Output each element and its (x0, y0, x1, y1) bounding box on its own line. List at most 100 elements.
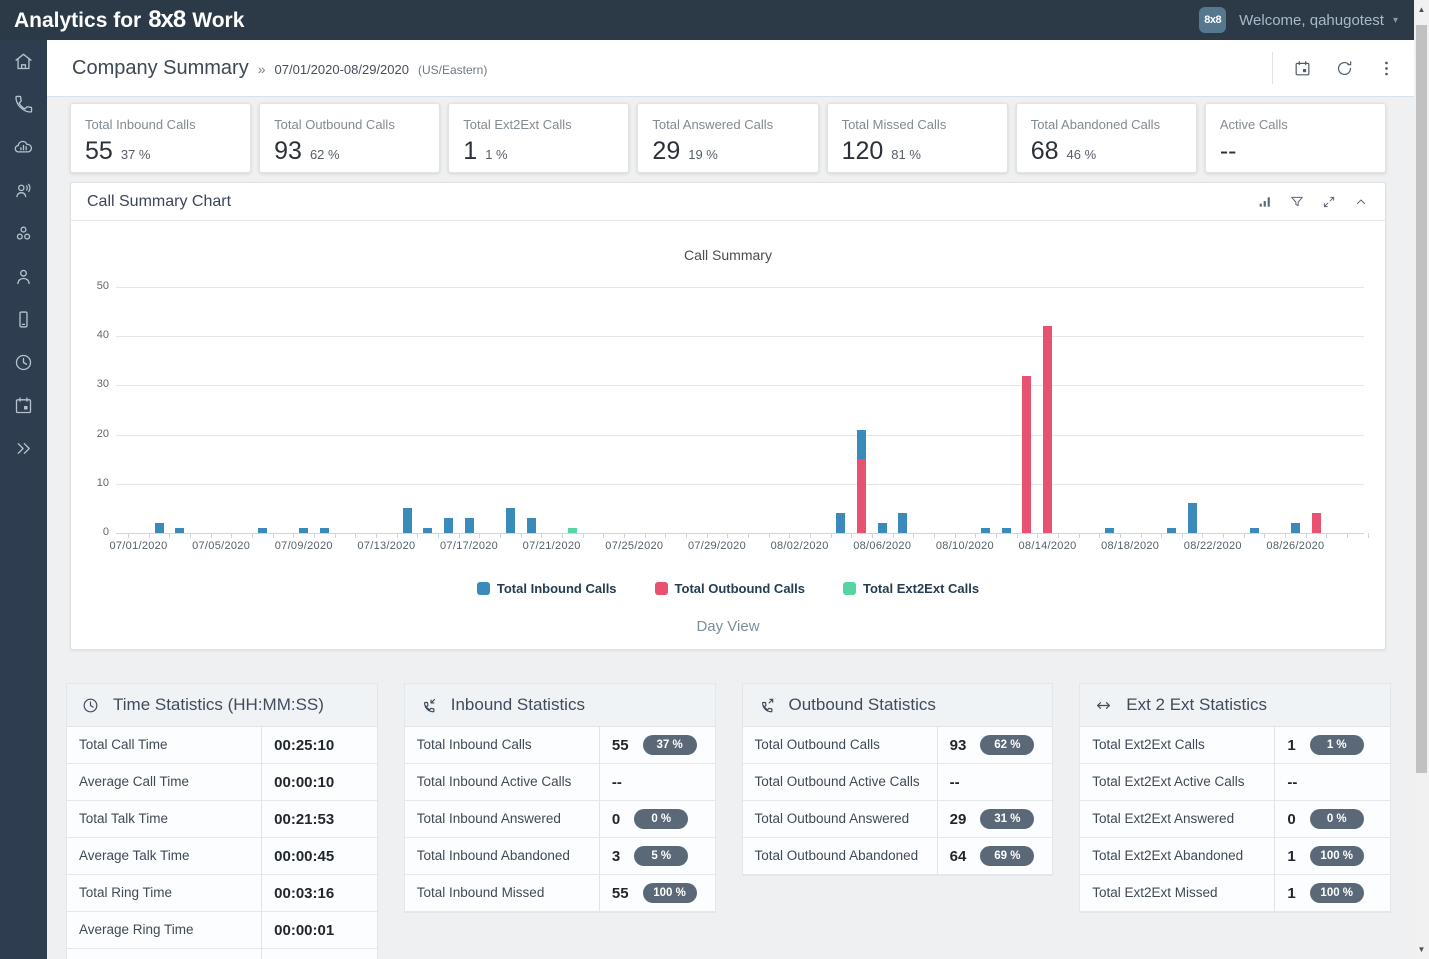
refresh-icon[interactable] (1335, 59, 1354, 78)
stat-value-number: 0 (611, 810, 621, 828)
time-icon (81, 696, 100, 715)
sidebar-item-calendar[interactable] (0, 384, 47, 427)
stat-row-label: Average Call Time (67, 764, 263, 800)
date-range-label[interactable]: 07/01/2020-08/29/2020 (274, 61, 409, 77)
stat-row-total-ext2ext-answered: Total Ext2Ext Answered 0 0 % (1080, 801, 1390, 838)
sidebar-item-clock[interactable] (0, 341, 47, 384)
bar-total-inbound-calls-07-14-2020[interactable] (402, 508, 412, 533)
bar-total-inbound-calls-07-17-2020[interactable] (464, 518, 474, 533)
bar-total-inbound-calls-08-21-2020[interactable] (1187, 503, 1197, 533)
x-axis-tick (1181, 533, 1183, 538)
stat-panel-title: Outbound Statistics (788, 695, 936, 714)
bar-total-inbound-calls-07-03-2020[interactable] (175, 528, 185, 533)
stat-row-value: 00:03:16 (262, 875, 377, 911)
x-axis-tick (1057, 533, 1059, 538)
legend-item-total-inbound-calls[interactable]: Total Inbound Calls (476, 581, 617, 596)
stat-row-label: Total Ring Time (67, 875, 263, 911)
x-axis-tick (747, 533, 749, 538)
bar-total-outbound-calls-08-14-2020[interactable] (1043, 326, 1053, 533)
x-axis-tick (1037, 533, 1039, 538)
bar-total-inbound-calls-08-06-2020[interactable] (877, 523, 887, 533)
bar-total-inbound-calls-07-15-2020[interactable] (423, 528, 433, 533)
x-axis-tick (520, 533, 522, 538)
sidebar-item-expand-sidebar[interactable] (0, 427, 47, 470)
bar-total-inbound-calls-07-07-2020[interactable] (257, 528, 267, 533)
x-axis-tick (252, 533, 254, 538)
stat-row-label: Total Outbound Calls (743, 727, 938, 763)
scrollbar-thumb[interactable] (1416, 25, 1427, 773)
stat-value-number: 29 (949, 810, 967, 828)
bar-total-inbound-calls-08-17-2020[interactable] (1105, 528, 1115, 533)
stat-row-label: Total Ext2Ext Active Calls (1080, 764, 1276, 800)
bar-total-ext2ext-calls-07-22-2020[interactable] (567, 528, 577, 533)
stat-value-number: 0 (1287, 810, 1296, 828)
inbound-call-icon (419, 696, 438, 715)
bar-total-outbound-calls-08-27-2020[interactable] (1311, 513, 1321, 533)
x-axis-tick (169, 533, 171, 538)
user-menu[interactable]: Welcome, qahugotest (1239, 11, 1384, 29)
kpi-card-total-missed-calls: Total Missed Calls 120 81 % (826, 103, 1008, 173)
bar-total-inbound-calls-08-07-2020[interactable] (898, 513, 908, 533)
sidebar-item-teams[interactable] (0, 212, 47, 255)
stat-value-number: 00:00:01 (274, 921, 335, 939)
sidebar-item-cloud-analytics[interactable] (0, 126, 47, 169)
bar-total-inbound-calls-08-11-2020[interactable] (981, 528, 991, 533)
stat-row-label: Total Ext2Ext Missed (1080, 875, 1276, 911)
bar-total-inbound-calls-08-26-2020[interactable] (1290, 523, 1300, 533)
stat-row-label: Total Inbound Calls (405, 727, 600, 763)
bar-total-inbound-calls-08-04-2020[interactable] (836, 513, 846, 533)
y-axis-label: 50 (96, 280, 109, 292)
sidebar-item-conference[interactable] (0, 169, 47, 212)
x-axis-tick (644, 533, 646, 538)
expand-icon[interactable] (1321, 194, 1337, 210)
bar-total-inbound-calls-07-02-2020[interactable] (154, 523, 164, 533)
gridline-y-50 (116, 287, 1364, 288)
x-axis-tick (1202, 533, 1204, 538)
bar-total-inbound-calls-07-09-2020[interactable] (299, 528, 309, 533)
kpi-value: -- (1219, 137, 1237, 165)
bar-total-inbound-calls-08-24-2020[interactable] (1249, 528, 1259, 533)
x-axis-tick (871, 533, 873, 538)
kpi-percent: 37 % (120, 147, 151, 162)
bar-total-inbound-calls-08-20-2020[interactable] (1167, 528, 1176, 533)
calendar-picker-icon[interactable] (1293, 59, 1312, 78)
x-axis-tick (396, 533, 398, 538)
legend-item-total-outbound-calls[interactable]: Total Outbound Calls (654, 581, 805, 596)
bar-total-inbound-calls-07-19-2020[interactable] (505, 508, 515, 533)
stat-value-number: -- (611, 773, 622, 791)
vertical-scrollbar[interactable]: ▲ ▼ (1414, 0, 1429, 959)
kpi-card-total-answered-calls: Total Answered Calls 29 19 % (637, 103, 819, 173)
sidebar-item-home[interactable] (0, 40, 47, 83)
kpi-value-row: 120 81 % (842, 137, 993, 166)
sidebar-item-user[interactable] (0, 255, 47, 298)
stat-value-number: 3 (611, 847, 621, 865)
collapse-icon[interactable] (1353, 194, 1369, 210)
chevron-down-icon[interactable]: ▾ (1392, 14, 1398, 26)
sidebar-item-phone[interactable] (0, 83, 47, 126)
kebab-menu-icon[interactable] (1377, 59, 1396, 78)
sidebar-item-devices[interactable] (0, 298, 47, 341)
legend-swatch (654, 582, 668, 595)
bar-total-inbound-calls-07-10-2020[interactable] (319, 528, 329, 533)
bar-total-outbound-calls-08-05-2020[interactable] (857, 459, 867, 533)
y-axis-label: 10 (96, 476, 109, 489)
stat-row-total-inbound-answered: Total Inbound Answered 0 0 % (404, 801, 715, 838)
bar-total-inbound-calls-07-20-2020[interactable] (526, 518, 536, 533)
stat-value-number: 1 (1287, 736, 1296, 754)
scroll-down-arrow-icon[interactable]: ▼ (1417, 945, 1426, 954)
bar-total-inbound-calls-08-12-2020[interactable] (1001, 528, 1011, 533)
bar-total-outbound-calls-08-13-2020[interactable] (1022, 375, 1032, 533)
bar-total-inbound-calls-07-16-2020[interactable] (443, 518, 453, 533)
filter-icon[interactable] (1289, 194, 1305, 210)
legend-item-total-ext2ext-calls[interactable]: Total Ext2Ext Calls (843, 581, 979, 596)
breadcrumb-separator: » (257, 60, 266, 77)
scroll-up-arrow-icon[interactable]: ▲ (1417, 5, 1426, 14)
kpi-value-row: 29 19 % (652, 137, 803, 166)
gridline-y-30 (116, 385, 1364, 387)
stat-row-total-inbound-active-calls: Total Inbound Active Calls -- (404, 764, 715, 801)
chart-type-icon[interactable] (1257, 194, 1273, 210)
x-axis-tick (210, 533, 212, 538)
bar-total-inbound-calls-08-05-2020[interactable] (857, 429, 867, 460)
stat-row-total-outbound-abandoned: Total Outbound Abandoned 64 69 % (742, 838, 1053, 875)
chart-panel-title: Call Summary Chart (87, 192, 232, 210)
